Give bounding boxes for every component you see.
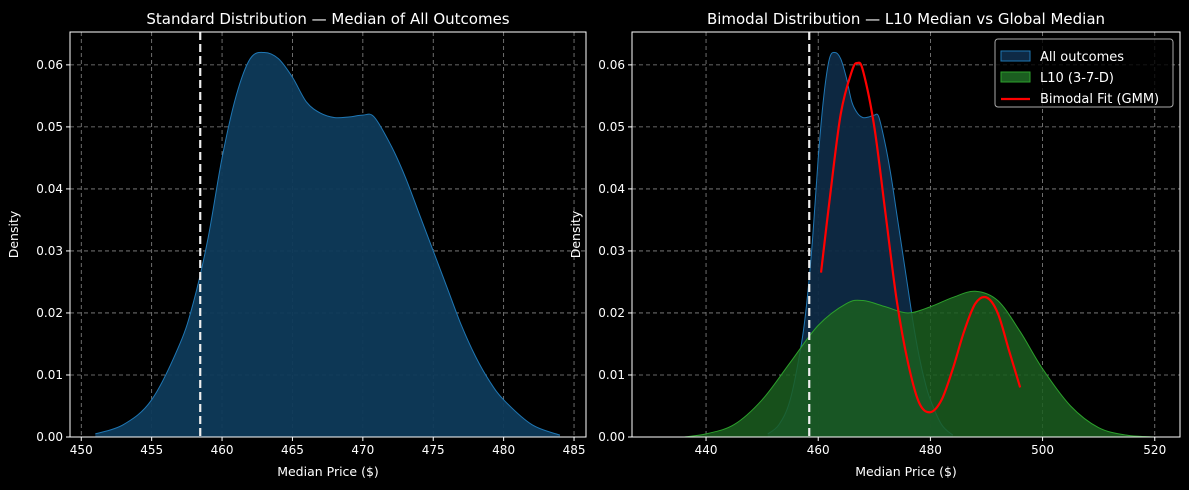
legend-label: L10 (3-7-D) <box>1040 71 1114 86</box>
x-tick-label: 485 <box>563 443 586 457</box>
chart-panel-0: 450 455 460 465 470 475 480 485 0.00 0.01 0.02 0.03… <box>6 10 587 479</box>
y-tick-label: 0.05 <box>36 120 63 134</box>
x-tick-label: 470 <box>351 443 374 457</box>
density-line <box>683 290 1155 438</box>
y-tick-label: 0.01 <box>36 368 63 382</box>
density-line <box>95 51 561 436</box>
y-tick-label: 0.05 <box>598 120 625 134</box>
gmm-fit-line <box>819 61 1022 414</box>
x-tick-label: 465 <box>281 443 304 457</box>
x-tick-label: 460 <box>807 443 830 457</box>
plot-frame <box>631 31 1181 438</box>
y-tick-label: 0.00 <box>36 430 63 444</box>
density-area <box>683 291 1155 437</box>
x-tick-label: 500 <box>1031 443 1054 457</box>
y-tick-label: 0.06 <box>598 58 625 72</box>
legend: All outcomes L10 (3-7-D) Bimodal Fit (GMM) <box>994 38 1174 108</box>
x-tick-label: 520 <box>1143 443 1166 457</box>
legend-label: Bimodal Fit (GMM) <box>1040 92 1159 107</box>
chart-panel-1: 440 460 480 500 520 0.00 0.01 0.02 0.03 0.04 0.05 0… <box>568 10 1181 479</box>
y-tick-label: 0.00 <box>598 430 625 444</box>
density-area <box>95 52 560 438</box>
legend-label: All outcomes <box>1040 50 1124 65</box>
x-tick-label: 480 <box>492 443 515 457</box>
x-tick-label: 450 <box>70 443 93 457</box>
y-tick-label: 0.06 <box>36 58 63 72</box>
y-axis-label: Density <box>568 210 583 258</box>
plot-frame <box>69 31 587 438</box>
x-axis-label: Median Price ($) <box>855 464 957 479</box>
y-tick-label: 0.04 <box>36 182 63 196</box>
x-tick-label: 460 <box>211 443 234 457</box>
y-tick-label: 0.02 <box>598 306 625 320</box>
legend-box <box>994 38 1174 108</box>
y-tick-label: 0.01 <box>598 368 625 382</box>
chart-title: Standard Distribution — Median of All Ou… <box>146 10 509 28</box>
legend-swatch <box>1000 50 1031 62</box>
y-tick-label: 0.02 <box>36 306 63 320</box>
chart-title: Bimodal Distribution — L10 Median vs Glo… <box>707 10 1105 28</box>
x-tick-label: 480 <box>919 443 942 457</box>
y-tick-label: 0.04 <box>598 182 625 196</box>
x-tick-label: 455 <box>140 443 163 457</box>
x-axis-label: Median Price ($) <box>277 464 379 479</box>
legend-swatch <box>1000 71 1031 83</box>
y-tick-label: 0.03 <box>36 244 63 258</box>
x-tick-label: 475 <box>422 443 445 457</box>
y-tick-label: 0.03 <box>598 244 625 258</box>
x-tick-label: 440 <box>695 443 718 457</box>
y-axis-label: Density <box>6 210 21 258</box>
